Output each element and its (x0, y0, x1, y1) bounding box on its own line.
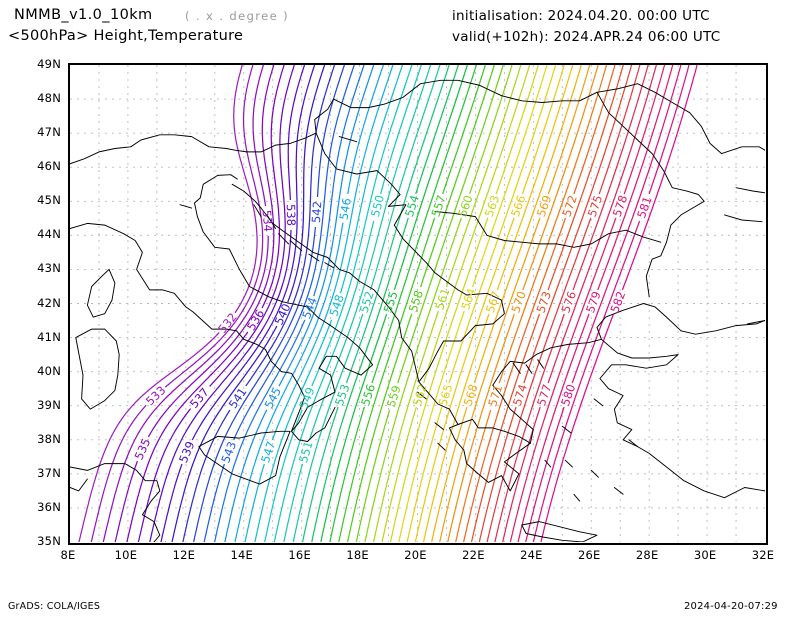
contour-label: 582 (608, 289, 629, 314)
x-tick-label: 22E (462, 548, 485, 562)
contour-label: 567 (483, 289, 503, 314)
y-tick-label: 44N (37, 227, 61, 242)
x-tick-label: 30E (693, 548, 717, 562)
contour-label: 545 (261, 385, 284, 411)
contour-label: 538 (284, 204, 298, 226)
contour-label: 571 (485, 383, 505, 408)
contour-label: 572 (559, 193, 579, 218)
contour-label: 549 (296, 385, 317, 411)
contour-label: 532 (215, 310, 240, 336)
y-tick-label: 36N (37, 499, 61, 514)
x-tick-label: 12E (172, 548, 196, 562)
contour-label: 576 (558, 289, 579, 314)
render-timestamp-label: 2024-04-20-07:29 (684, 601, 778, 612)
y-tick-label: 41N (37, 329, 61, 344)
contour-label: 534 (260, 209, 276, 232)
grads-credit-label: GrADS: COLA/IGES (8, 601, 101, 612)
x-tick-label: 18E (346, 548, 369, 562)
y-tick-label: 48N (37, 91, 61, 106)
contour-label: 554 (402, 193, 422, 218)
contour-label: 575 (585, 193, 605, 218)
contour-label: 561 (432, 286, 452, 311)
y-tick-label: 42N (37, 295, 61, 310)
contour-label: 579 (583, 289, 604, 314)
contour-label: 580 (558, 382, 578, 407)
contour-label: 574 (510, 382, 530, 407)
contour-label: 559 (384, 384, 404, 409)
x-tick-label: 26E (578, 548, 601, 562)
y-tick-label: 45N (37, 193, 61, 208)
contour-label: 573 (534, 289, 555, 314)
contour-label: 556 (358, 382, 378, 407)
contour-label: 564 (458, 286, 478, 311)
x-tick-label: 32E (751, 548, 775, 562)
valid-time-label: valid(+102h): 2024.APR.24 06:00 UTC (452, 29, 721, 45)
contour-label: 547 (258, 439, 278, 464)
field-title-label: <500hPa> Height,Temperature (8, 28, 244, 44)
x-tick-label: 10E (114, 548, 138, 562)
contour-label: 546 (337, 197, 354, 221)
y-tick-label: 38N (37, 431, 61, 446)
contour-label: 562 (410, 382, 430, 407)
model-name-label: NMMB_v1.0_10km (14, 7, 153, 23)
x-tick-label: 14E (230, 548, 253, 562)
contour-label: 558 (406, 289, 426, 314)
y-tick-label: 37N (37, 465, 61, 480)
contour-map-svg: 5325335345355365375385395405415425435445… (70, 65, 765, 542)
contour-label: 536 (244, 307, 267, 333)
contour-label: 563 (482, 193, 502, 218)
contour-label: 553 (332, 382, 352, 407)
y-tick-label: 47N (37, 125, 61, 140)
contour-label: 541 (226, 385, 250, 411)
initialisation-label: initialisation: 2024.04.20. 00:00 UTC (452, 8, 710, 24)
contour-label: 578 (610, 193, 630, 218)
contour-label: 552 (357, 289, 377, 314)
x-tick-label: 24E (520, 548, 543, 562)
contour-label: 568 (461, 382, 481, 407)
contour-label: 560 (455, 193, 475, 218)
contour-label: 565 (436, 382, 456, 407)
y-tick-label: 39N (37, 397, 61, 412)
contour-label: 566 (508, 193, 528, 218)
y-tick-label: 43N (37, 261, 61, 276)
y-tick-label: 46N (37, 159, 61, 174)
contour-label: 569 (534, 193, 554, 218)
contour-label: 581 (634, 195, 654, 220)
chart-header: NMMB_v1.0_10km ( . x . degree ) <500hPa>… (0, 0, 800, 55)
contour-label: 533 (143, 383, 169, 408)
contour-label: 555 (381, 289, 401, 314)
y-tick-label: 40N (37, 363, 61, 378)
contour-label: 542 (309, 201, 324, 224)
contour-label: 570 (508, 289, 529, 314)
y-tick-label: 49N (37, 57, 61, 71)
x-tick-label: 8E (60, 548, 76, 562)
resolution-note-label: ( . x . degree ) (185, 9, 290, 23)
coastlines-and-borders (70, 79, 765, 542)
contour-label: 557 (428, 193, 448, 218)
map-plot-area: 532 533 534 535 536 537 538 539 540 541 542 543 544 5… (68, 63, 768, 545)
x-tick-label: 16E (288, 548, 311, 562)
x-tick-label: 28E (635, 548, 659, 562)
contour-label: 551 (296, 439, 316, 464)
y-tick-label: 35N (37, 534, 61, 548)
contour-label: 577 (534, 382, 554, 407)
contour-label: 537 (187, 385, 212, 411)
contour-label: 550 (368, 194, 387, 219)
x-tick-label: 20E (404, 548, 427, 562)
contour-label: 548 (326, 293, 346, 318)
